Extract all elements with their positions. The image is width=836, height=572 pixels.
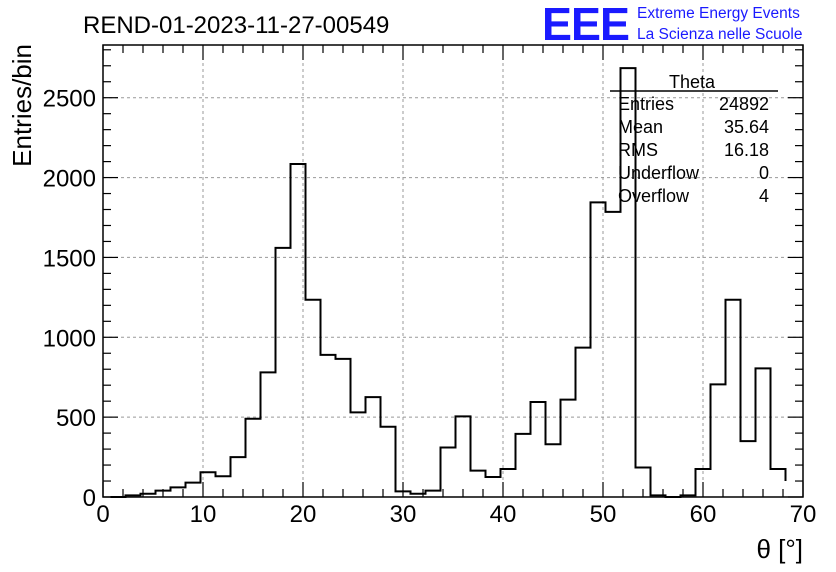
y-tick-label-0: 0 — [83, 485, 96, 512]
x-tick-label-5: 50 — [590, 501, 617, 528]
x-tick-label-1: 10 — [190, 501, 217, 528]
y-tick-label-4: 2000 — [43, 166, 96, 193]
stats-value-underflow: 0 — [759, 163, 769, 183]
logo-line-1: Extreme Energy Events — [637, 5, 800, 22]
stats-label-underflow: Underflow — [618, 163, 700, 183]
x-tick-label-6: 60 — [690, 501, 717, 528]
y-tick-label-1: 500 — [56, 405, 96, 432]
eee-logo: EEE Extreme Energy Events La Scienza nel… — [542, 0, 802, 50]
x-tick-label-7: 70 — [790, 501, 817, 528]
y-axis-title: Entries/bin — [7, 44, 37, 167]
chart-title: REND-01-2023-11-27-00549 — [83, 12, 389, 39]
plot-frame — [102, 44, 804, 498]
stats-value-overflow: 4 — [759, 186, 769, 206]
x-tick-labels: 0 10 20 30 40 50 60 70 — [96, 501, 816, 528]
histogram-line — [110, 67, 787, 498]
stats-label-mean: Mean — [618, 117, 663, 137]
logo-line-2: La Scienza nelle Scuole — [637, 26, 802, 43]
x-tick-label-3: 30 — [390, 501, 417, 528]
logo-mark: EEE — [542, 0, 629, 50]
stats-label-entries: Entries — [618, 94, 674, 114]
x-axis-title: θ [°] — [756, 534, 803, 564]
y-tick-label-3: 1500 — [43, 245, 96, 272]
x-tick-label-2: 20 — [290, 501, 317, 528]
x-tick-label-0: 0 — [96, 501, 109, 528]
stats-value-mean: 35.64 — [724, 117, 769, 137]
grid-lines — [103, 45, 803, 497]
y-tick-label-5: 2500 — [43, 86, 96, 113]
x-tick-label-4: 40 — [490, 501, 517, 528]
stats-value-entries: 24892 — [719, 94, 769, 114]
stats-box-name: Theta — [669, 72, 716, 92]
stats-label-overflow: Overflow — [618, 186, 690, 206]
stats-label-rms: RMS — [618, 140, 658, 160]
y-tick-label-2: 1000 — [43, 325, 96, 352]
y-tick-labels: 0 500 1000 1500 2000 2500 — [43, 86, 96, 512]
stats-value-rms: 16.18 — [724, 140, 769, 160]
axis-ticks — [102, 45, 804, 498]
stats-box: Theta Entries 24892 Mean 35.64 RMS 16.18 Under… — [610, 72, 778, 206]
